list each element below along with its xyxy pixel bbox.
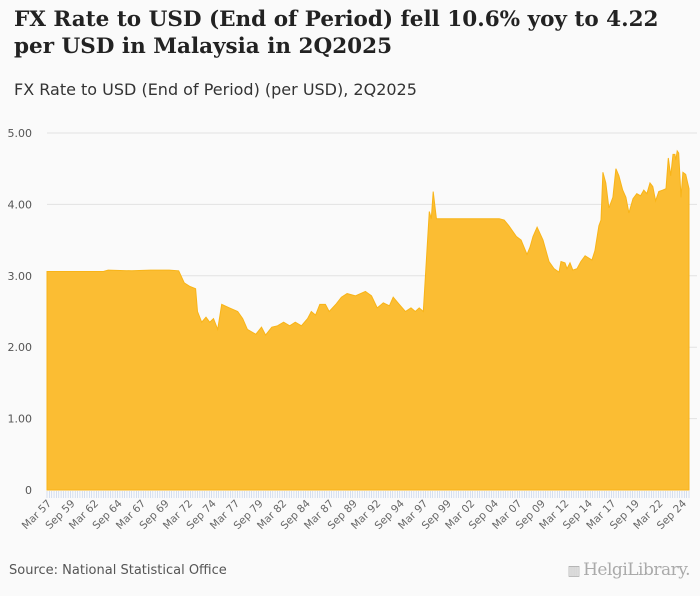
source-note: Source: National Statistical Office <box>9 563 227 578</box>
y-tick-label: 5.00 <box>8 127 33 140</box>
area-fill <box>46 149 690 491</box>
chart-subtitle: FX Rate to USD (End of Period) (per USD)… <box>14 80 417 99</box>
y-tick-label: 0 <box>25 484 32 497</box>
y-axis-ticks: 0 1.00 2.00 3.00 4.00 5.00 <box>8 127 33 497</box>
area-series <box>46 149 690 491</box>
helgi-library-logo[interactable]: ▥ HelgiLibrary. <box>567 560 690 580</box>
y-tick-label: 2.00 <box>8 341 33 354</box>
y-tick-label: 3.00 <box>8 270 33 283</box>
y-tick-label: 4.00 <box>8 198 33 211</box>
logo-text: HelgiLibrary. <box>583 560 690 580</box>
logo-icon: ▥ <box>567 563 581 579</box>
chart-title: FX Rate to USD (End of Period) fell 10.6… <box>14 7 659 59</box>
y-tick-label: 1.00 <box>8 413 33 426</box>
